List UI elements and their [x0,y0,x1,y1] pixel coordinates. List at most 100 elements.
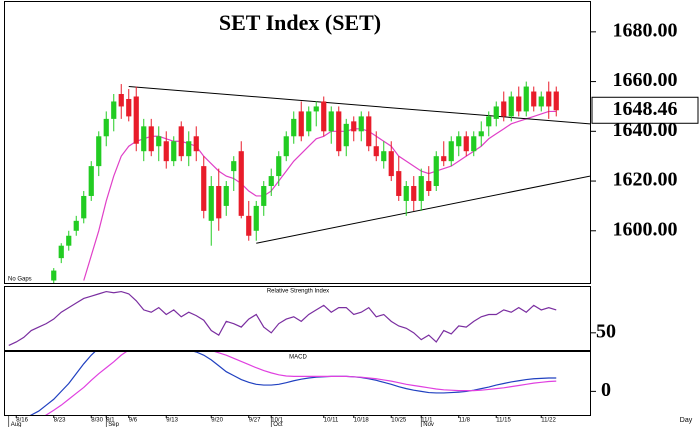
x-tick-label: 9/13 [166,418,178,424]
candle-body [306,111,312,132]
macd-title: MACD [289,355,307,361]
candle-body [388,151,394,177]
candle-body [156,136,162,147]
candle-body [373,146,379,157]
month-label: Sep [108,422,119,427]
candle-body [81,195,87,219]
candle-body [268,176,274,187]
last-price-label: 1648.46 [613,98,678,120]
candle-body [523,86,529,112]
y-tick-label: 1660.00 [613,69,678,91]
chart-title: SET Index (SET) [219,10,381,35]
candle-body [531,91,537,107]
candle-body [426,181,432,191]
candle-body [493,106,499,119]
y-tick-label: 1640.00 [613,119,678,141]
candle-body [283,136,289,157]
x-tick-label: 11/1 [421,418,433,424]
candle-body [351,121,357,132]
candle-body [313,106,319,112]
x-tick-label: 11/22 [541,418,556,424]
candle-body [456,136,462,147]
candle-body [553,91,559,111]
macd-panel [4,351,591,416]
candle-body [88,166,94,196]
candle-body [141,126,147,152]
moving-average [83,110,557,281]
month-label: Aug [11,422,22,427]
candle-body [298,111,304,137]
candle-body [246,215,252,236]
candle-body [126,98,132,117]
candle-body [328,111,334,132]
x-tick-label: 10/25 [391,418,407,424]
x-tick-label: 11/8 [459,418,471,424]
candle-body [546,91,552,107]
candle-body [508,96,514,117]
x-tick-label: 9/20 [211,418,223,424]
candle-body [96,136,102,167]
candle-body [448,141,454,162]
candle-body [148,126,154,152]
x-tick-label: 8/23 [54,418,66,424]
candle-body [208,186,214,221]
x-tick-label: 8/30 [91,418,103,424]
candle-body [381,151,387,162]
candle-body [103,118,109,137]
candle-body [238,151,244,216]
y-tick-label: 1680.00 [613,19,678,41]
indicator-line [44,352,557,415]
x-tick-label: 9/6 [129,418,138,424]
candle-body [58,245,64,259]
month-label: Oct [273,422,283,427]
y-tick-label: 0 [601,379,611,401]
candle-body [411,186,417,201]
candle-body [516,96,522,112]
y-tick-label: 1620.00 [613,169,678,191]
candle-body [441,156,447,162]
candle-body [163,141,169,162]
candle-body [186,141,192,157]
indicator-line [29,352,557,415]
y-tick-label: 1600.00 [613,218,678,240]
x-tick-label: 9/27 [249,418,261,424]
candle-body [418,176,424,201]
note: No Gaps [8,277,32,283]
candle-body [463,136,469,152]
rsi-panel [4,286,591,351]
candle-body [478,131,484,137]
x-tick-label: 8/16 [16,418,28,424]
candle-body [193,136,199,152]
candle-body [178,126,184,157]
candle-body [223,186,229,206]
candle-body [366,116,372,147]
x-tick-label: 9/1 [106,418,115,424]
candle-body [66,235,72,246]
x-tick-label: 10/11 [324,418,339,424]
candle-body [471,136,477,152]
month-label: Nov [423,422,434,427]
candle-body [216,186,222,219]
candle-body [118,94,124,107]
candle-body [433,156,439,187]
trend-line [256,175,590,244]
candle-body [321,101,327,132]
rsi-title: Relative Strength Index [267,289,329,295]
trend-line [128,86,590,125]
last-price-box [591,96,699,124]
candle-body [171,141,177,162]
x-tick-label: 11/15 [496,418,511,424]
candle-body [396,171,402,196]
candle-body [501,101,507,117]
candle-body [231,161,237,172]
x-tick-label: 10/1 [271,418,283,424]
candle-body [51,270,57,281]
candle-body [253,205,259,231]
candle-body [201,166,207,211]
y-tick-label: 50 [596,320,616,342]
candle-body [291,118,297,137]
x-axis-label: Day [680,417,693,424]
